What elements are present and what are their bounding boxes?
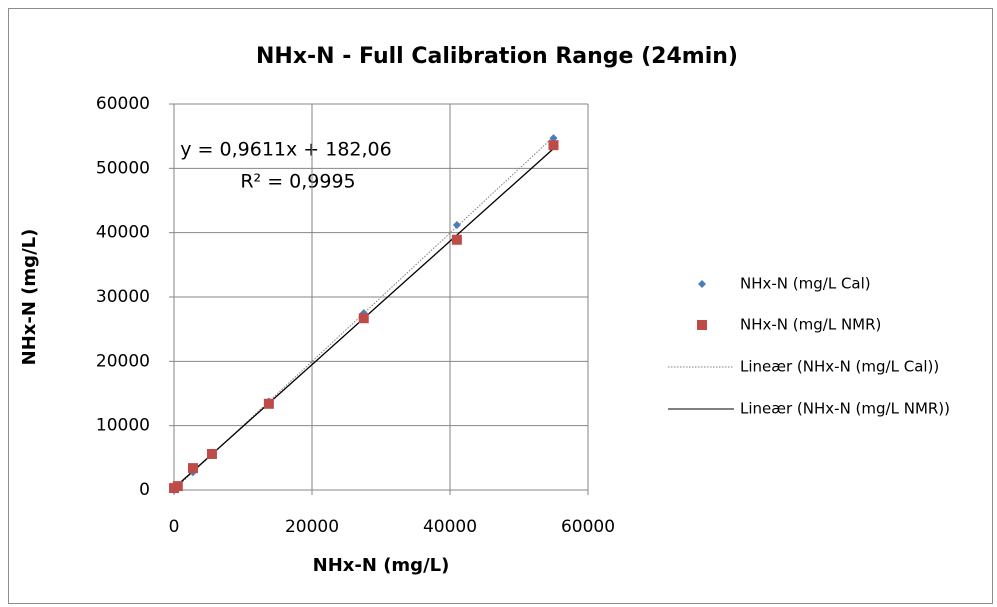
point (451, 234, 462, 245)
chart-frame (8, 8, 993, 604)
x-axis-title: NHx-N (mg/L) (313, 555, 450, 576)
y-tick-label: 40000 (96, 223, 150, 243)
legend-marker (698, 280, 706, 288)
point (452, 220, 461, 229)
point (358, 313, 369, 324)
x-tick-label: 40000 (423, 517, 477, 537)
point (206, 448, 217, 459)
y-tick-label: 0 (139, 480, 150, 500)
legend-marker (697, 320, 707, 330)
x-tick-label: 0 (169, 517, 180, 537)
legend-label: NHx-N (mg/L Cal) (740, 275, 871, 293)
point (172, 481, 183, 492)
y-tick-label: 60000 (96, 94, 150, 114)
point (263, 398, 274, 409)
legend-label: Lineær (NHx-N (mg/L NMR)) (740, 400, 950, 418)
x-tick-label: 60000 (561, 517, 615, 537)
y-axis-title: NHx-N (mg/L) (19, 229, 40, 366)
x-tick-label: 20000 (285, 517, 339, 537)
y-tick-label: 10000 (96, 416, 150, 436)
point (187, 463, 198, 474)
y-tick-label: 50000 (96, 158, 150, 178)
y-tick-label: 20000 (96, 351, 150, 371)
point (549, 134, 558, 143)
legend-label: Lineær (NHx-N (mg/L Cal)) (740, 358, 939, 376)
annotation: y = 0,9611x + 182,06 (180, 139, 391, 161)
point (548, 140, 559, 151)
chart-title: NHx-N - Full Calibration Range (24min) (256, 44, 738, 69)
annotation: R² = 0,9995 (240, 171, 355, 193)
y-tick-label: 30000 (96, 287, 150, 307)
legend-label: NHx-N (mg/L NMR) (740, 316, 881, 334)
